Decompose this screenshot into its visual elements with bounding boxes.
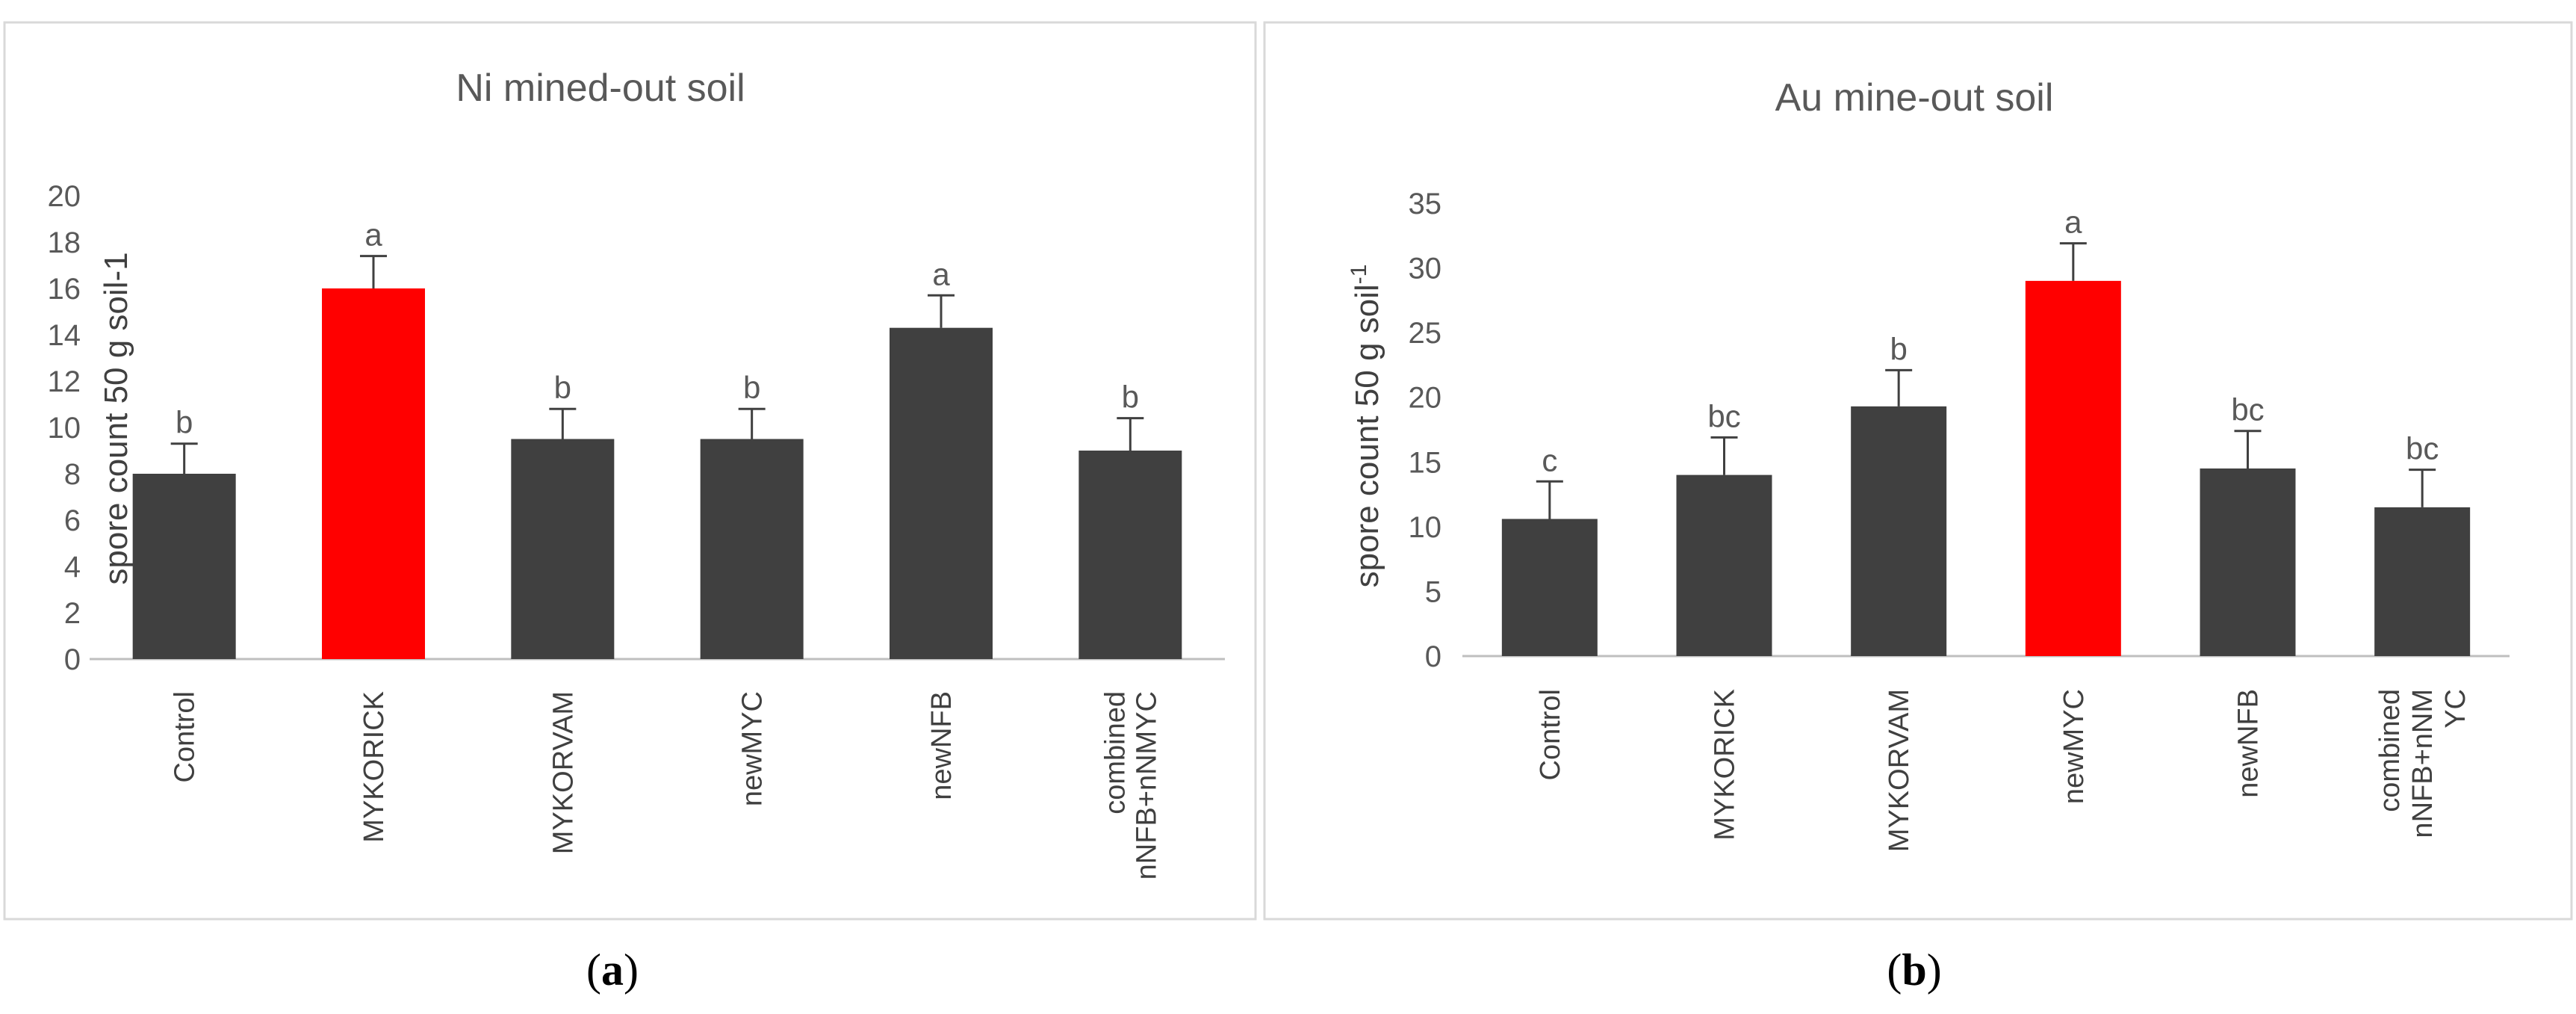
x-tick-label: newNFB (926, 691, 958, 800)
y-tick-label: 20 (48, 180, 81, 213)
significance-letter: b (554, 370, 571, 405)
significance-letter: b (743, 370, 760, 405)
panel-caption-b: (b) (1887, 945, 1941, 995)
error-bar (1710, 436, 1738, 475)
y-tick-label: 12 (48, 365, 81, 398)
significance-letter: a (932, 256, 950, 291)
error-bar (2234, 430, 2262, 469)
x-tick-label: Control (1535, 689, 1566, 781)
chart-title: Ni mined-out soil (456, 67, 745, 110)
y-axis-label: spore count 50 g soil-1 (98, 252, 134, 584)
y-tick-label: 6 (64, 504, 81, 537)
x-tick-label: MYKORVAM (547, 691, 579, 854)
significance-letter: a (364, 217, 382, 253)
bar (700, 439, 804, 659)
error-bar (1117, 417, 1144, 451)
y-axis-label: spore count 50 g soil-1 (1347, 265, 1386, 588)
bars (132, 255, 1182, 659)
bar (2025, 280, 2121, 656)
y-tick-label: 10 (48, 412, 81, 445)
significance-letter: b (176, 405, 193, 440)
bar (2200, 468, 2296, 656)
chart-title: Au mine-out soil (1775, 76, 2054, 120)
error-bar (360, 255, 387, 288)
y-tick-label: 35 (1409, 188, 1442, 220)
x-tick-label: combinednNFB+nNMYC (1099, 691, 1162, 879)
y-tick-label: 20 (1409, 382, 1442, 415)
x-tick-label: Control (170, 691, 201, 783)
bar (1078, 451, 1182, 659)
significance-letter: bc (1707, 398, 1740, 433)
error-bar (738, 407, 766, 439)
significance-letter: c (1542, 442, 1557, 477)
chart-panel-au: Au mine-out soil spore count 50 g soil-1… (1263, 21, 2573, 921)
significance-letter: bc (2406, 431, 2439, 466)
y-tick-label: 16 (48, 273, 81, 306)
error-bar (170, 442, 198, 474)
y-tick-label: 25 (1409, 317, 1442, 350)
y-tick-label: 18 (48, 226, 81, 259)
y-tick-label: 2 (64, 597, 81, 630)
y-tick-label: 0 (1425, 640, 1441, 673)
panel-frame (3, 21, 1257, 921)
bar (1501, 519, 1598, 656)
error-bar (1885, 368, 1913, 406)
x-tick-label: MYKORVAM (1884, 689, 1915, 852)
x-tick-label: newMYC (2058, 689, 2090, 804)
y-tick-label: 8 (64, 458, 81, 491)
bar (1851, 406, 1947, 656)
x-tick-label: MYKORICK (359, 691, 390, 843)
panel-frame (1263, 21, 2573, 921)
error-bar (928, 294, 955, 328)
x-tick-label: newMYC (737, 691, 769, 806)
y-tick-label: 14 (48, 319, 81, 352)
y-tick-label: 0 (64, 643, 81, 676)
x-tick-label: newNFB (2233, 689, 2265, 798)
error-bar (2409, 469, 2436, 507)
bar (1676, 474, 1772, 656)
significance-letter: bc (2231, 392, 2264, 427)
bar (132, 474, 236, 659)
chart-panel-ni: Ni mined-out soil spore count 50 g soil-… (3, 21, 1257, 921)
axes: 0 2 4 6 8 10 12 14 16 18 20 (48, 180, 1225, 676)
bar (322, 288, 425, 659)
labels: c Control bc MYKORICK b MYKORVAM a newMYC bc newN… (1535, 205, 2471, 853)
error-bar (549, 407, 577, 439)
y-tick-label: 15 (1409, 446, 1442, 479)
bar (511, 439, 615, 659)
significance-letter: a (2064, 205, 2082, 240)
bar (2374, 507, 2471, 656)
panel-caption-a: (a) (586, 945, 639, 995)
bar (890, 327, 993, 659)
error-bar (1536, 480, 1563, 519)
y-tick-label: 30 (1409, 253, 1442, 285)
y-tick-label: 4 (64, 551, 81, 584)
y-tick-label: 10 (1409, 511, 1442, 544)
bars (1501, 242, 2471, 656)
x-tick-label: MYKORICK (1710, 689, 1741, 841)
y-tick-label: 5 (1425, 575, 1441, 608)
significance-letter: b (1122, 380, 1139, 415)
significance-letter: b (1890, 331, 1907, 366)
x-tick-label: combinednNFB+nNMYC (2374, 689, 2471, 838)
axes: 0 5 10 15 20 25 30 35 (1409, 188, 2510, 673)
error-bar (2059, 242, 2087, 281)
labels: b Control a MYKORICK b MYKORVAM b newMYC a newNFB… (170, 217, 1163, 880)
